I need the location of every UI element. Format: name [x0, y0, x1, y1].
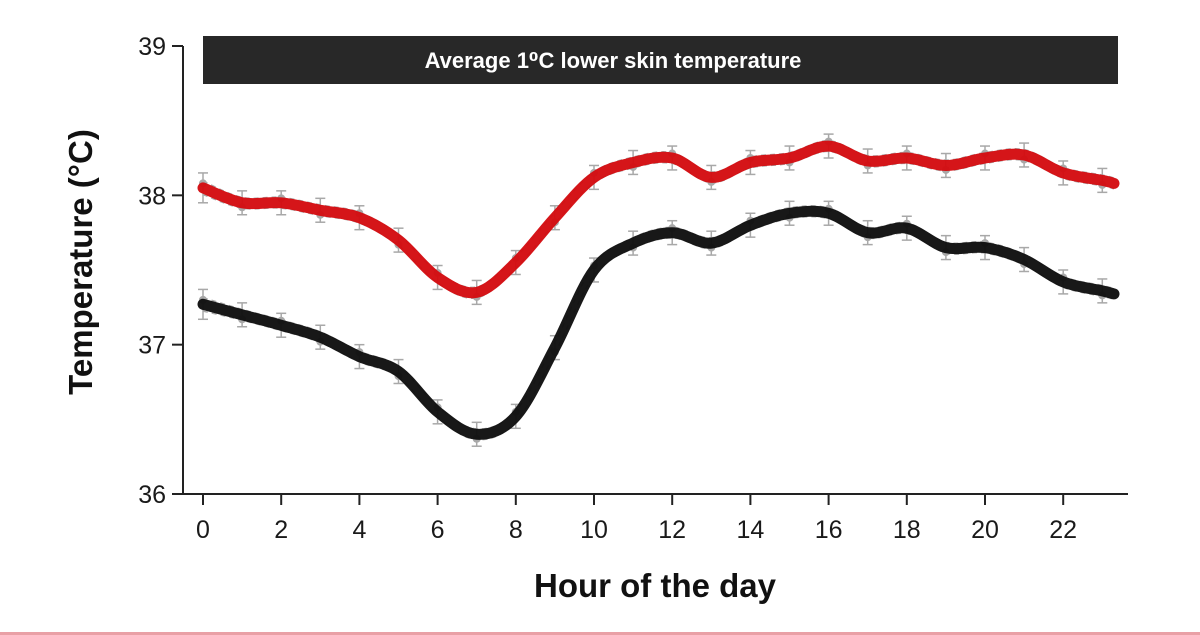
title-banner: Average 1⁰C lower skin temperature — [203, 36, 1118, 84]
x-axis-title: Hour of the day — [534, 567, 777, 604]
title-banner-background — [203, 36, 1118, 84]
bottom-rule — [0, 632, 1200, 635]
y-tick-label: 36 — [138, 481, 166, 509]
series-line — [197, 140, 1120, 299]
x-tick-label: 16 — [815, 516, 843, 544]
x-tick-label: 22 — [1049, 516, 1077, 544]
x-tick-label: 14 — [736, 516, 764, 544]
x-tick-label: 12 — [658, 516, 686, 544]
series-layer — [197, 133, 1120, 447]
x-ticks: 0 2 4 6 8 10 12 14 16 18 20 22 — [196, 494, 1077, 544]
x-tick-label: 4 — [352, 516, 366, 544]
y-ticks: 36 37 38 39 — [138, 33, 183, 509]
y-tick-label: 38 — [138, 182, 166, 210]
x-tick-label: 8 — [509, 516, 523, 544]
y-tick-label: 39 — [138, 33, 166, 61]
chart-title: Average 1⁰C lower skin temperature — [425, 48, 802, 73]
x-tick-label: 2 — [274, 516, 288, 544]
y-axis-title: Temperature (°C) — [62, 129, 99, 395]
x-tick-label: 10 — [580, 516, 608, 544]
series-upper — [197, 133, 1120, 306]
x-tick-label: 18 — [893, 516, 921, 544]
x-tick-label: 0 — [196, 516, 210, 544]
axes — [182, 46, 1128, 495]
series-line — [197, 205, 1120, 440]
x-tick-label: 6 — [431, 516, 445, 544]
x-tick-label: 20 — [971, 516, 999, 544]
y-tick-label: 37 — [138, 332, 166, 360]
series-lower — [197, 200, 1120, 447]
